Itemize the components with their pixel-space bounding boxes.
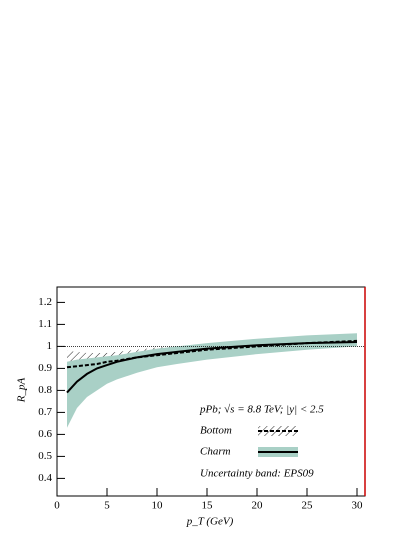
- y-tick-label: 1.2: [38, 296, 52, 308]
- annotation: pPb; √s = 8.8 TeV; |y| < 2.5: [199, 404, 324, 416]
- y-tick-label: 0.6: [38, 428, 52, 440]
- legend-label: Bottom: [200, 425, 232, 437]
- y-tick-label: 0.8: [38, 384, 52, 396]
- band-label: Uncertainty band: EPS09: [200, 468, 314, 480]
- plot-frame: [56, 286, 366, 497]
- y-tick-label: 0.4: [38, 472, 52, 484]
- x-tick-label: 10: [152, 500, 164, 512]
- series-line: [66, 341, 358, 394]
- x-tick-label: 0: [54, 500, 60, 512]
- x-tick-label: 25: [302, 500, 314, 512]
- x-tick-label: 30: [352, 500, 364, 512]
- plot-area: 0 5 10 15 20 25 30 0.4 0.5 0.6 0.7 0.8 0.9 1 1.1 1.2 Bot…: [38, 286, 366, 512]
- x-axis-label: p_T (GeV): [186, 516, 234, 528]
- y-axis-label: R_pA: [16, 378, 28, 404]
- y-tick-label: 0.5: [38, 450, 52, 462]
- y-tick-label: 0.7: [38, 406, 52, 418]
- x-tick-label: 5: [104, 500, 110, 512]
- legend-label: Charm: [200, 446, 231, 458]
- y-tick-label: 1: [47, 340, 53, 352]
- x-tick-label: 20: [252, 500, 264, 512]
- series-line: [66, 339, 358, 369]
- y-tick-label: 1.1: [38, 318, 52, 330]
- x-tick-label: 15: [202, 500, 214, 512]
- y-tick-label: 0.9: [38, 362, 52, 374]
